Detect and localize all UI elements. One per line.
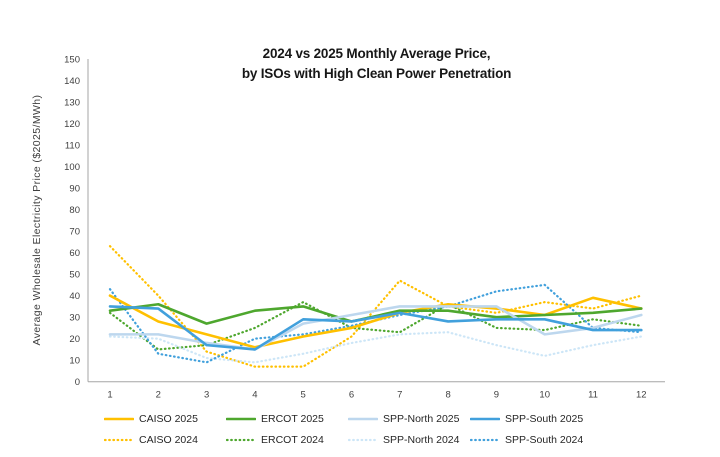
chart-legend: CAISO 2025 ERCOT 2025 SPP-North 2025 SPP-So… — [104, 408, 610, 450]
y-tick-label: 60 — [69, 248, 80, 259]
x-tick-label: 4 — [252, 390, 257, 401]
series-line-caiso-2025 — [108, 294, 643, 349]
legend-label: SPP-South 2025 — [505, 412, 584, 425]
series-line-caiso-2024 — [108, 245, 643, 368]
y-tick-label: 150 — [64, 55, 80, 66]
series-line-spp-south-2025 — [108, 305, 643, 351]
legend-line-swatch-icon — [104, 438, 134, 441]
chart-title-line2: by ISOs with High Clean Power Penetratio… — [241, 66, 512, 81]
x-tick-label: 8 — [445, 390, 450, 401]
legend-item-spp-south-2025: SPP-South 2025 — [470, 413, 610, 425]
y-tick-label: 40 — [69, 291, 80, 302]
legend-label: ERCOT 2025 — [261, 412, 324, 425]
x-tick-label: 12 — [636, 390, 647, 401]
series-line-spp-north-2025 — [108, 305, 643, 351]
legend-line-swatch-icon — [104, 417, 134, 420]
legend-item-ercot-2025: ERCOT 2025 — [226, 413, 348, 425]
legend-item-caiso-2024: CAISO 2024 — [104, 434, 226, 446]
legend-item-spp-south-2024: SPP-South 2024 — [470, 434, 610, 446]
x-tick-label: 9 — [494, 390, 499, 401]
legend-line-swatch-icon — [348, 438, 378, 441]
series-line-spp-north-2024 — [108, 331, 643, 364]
y-tick-label: 10 — [69, 356, 80, 367]
y-tick-label: 120 — [64, 119, 80, 130]
y-tick-label: 130 — [64, 98, 80, 109]
series-line-ercot-2024 — [108, 301, 643, 351]
legend-label: SPP-North 2024 — [383, 433, 460, 446]
x-tick-label: 2 — [156, 390, 161, 401]
x-tick-label: 11 — [588, 390, 598, 401]
x-tick-label: 6 — [349, 390, 354, 401]
chart-title-line1: 2024 vs 2025 Monthly Average Price, — [262, 46, 491, 61]
y-tick-label: 90 — [69, 184, 80, 195]
legend-line-swatch-icon — [470, 417, 500, 420]
legend-line-swatch-icon — [470, 438, 500, 441]
y-tick-label: 20 — [69, 334, 80, 345]
legend-item-spp-north-2025: SPP-North 2025 — [348, 413, 470, 425]
legend-label: CAISO 2024 — [139, 433, 198, 446]
chart-title: 2024 vs 2025 Monthly Average Price, by I… — [88, 44, 665, 84]
x-tick-label: 10 — [539, 390, 550, 401]
y-tick-label: 110 — [65, 141, 80, 152]
x-tick-label: 3 — [204, 390, 209, 401]
legend-line-swatch-icon — [226, 417, 256, 420]
y-tick-label: 30 — [69, 313, 80, 324]
y-tick-label: 100 — [64, 162, 80, 173]
legend-label: SPP-North 2025 — [383, 412, 460, 425]
legend-item-caiso-2025: CAISO 2025 — [104, 413, 226, 425]
legend-item-ercot-2024: ERCOT 2024 — [226, 434, 348, 446]
x-tick-label: 5 — [301, 390, 306, 401]
x-tick-label: 1 — [107, 390, 112, 401]
y-tick-label: 50 — [69, 270, 80, 281]
y-tick-label: 140 — [64, 76, 80, 87]
legend-line-swatch-icon — [348, 417, 378, 420]
legend-label: CAISO 2025 — [139, 412, 198, 425]
x-tick-label: 7 — [397, 390, 402, 401]
y-tick-label: 70 — [69, 227, 80, 238]
legend-line-swatch-icon — [226, 438, 256, 441]
legend-label: ERCOT 2024 — [261, 433, 324, 446]
legend-label: SPP-South 2024 — [505, 433, 584, 446]
y-tick-label: 0 — [75, 377, 80, 388]
legend-item-spp-north-2024: SPP-North 2024 — [348, 434, 470, 446]
y-tick-label: 80 — [69, 205, 80, 216]
